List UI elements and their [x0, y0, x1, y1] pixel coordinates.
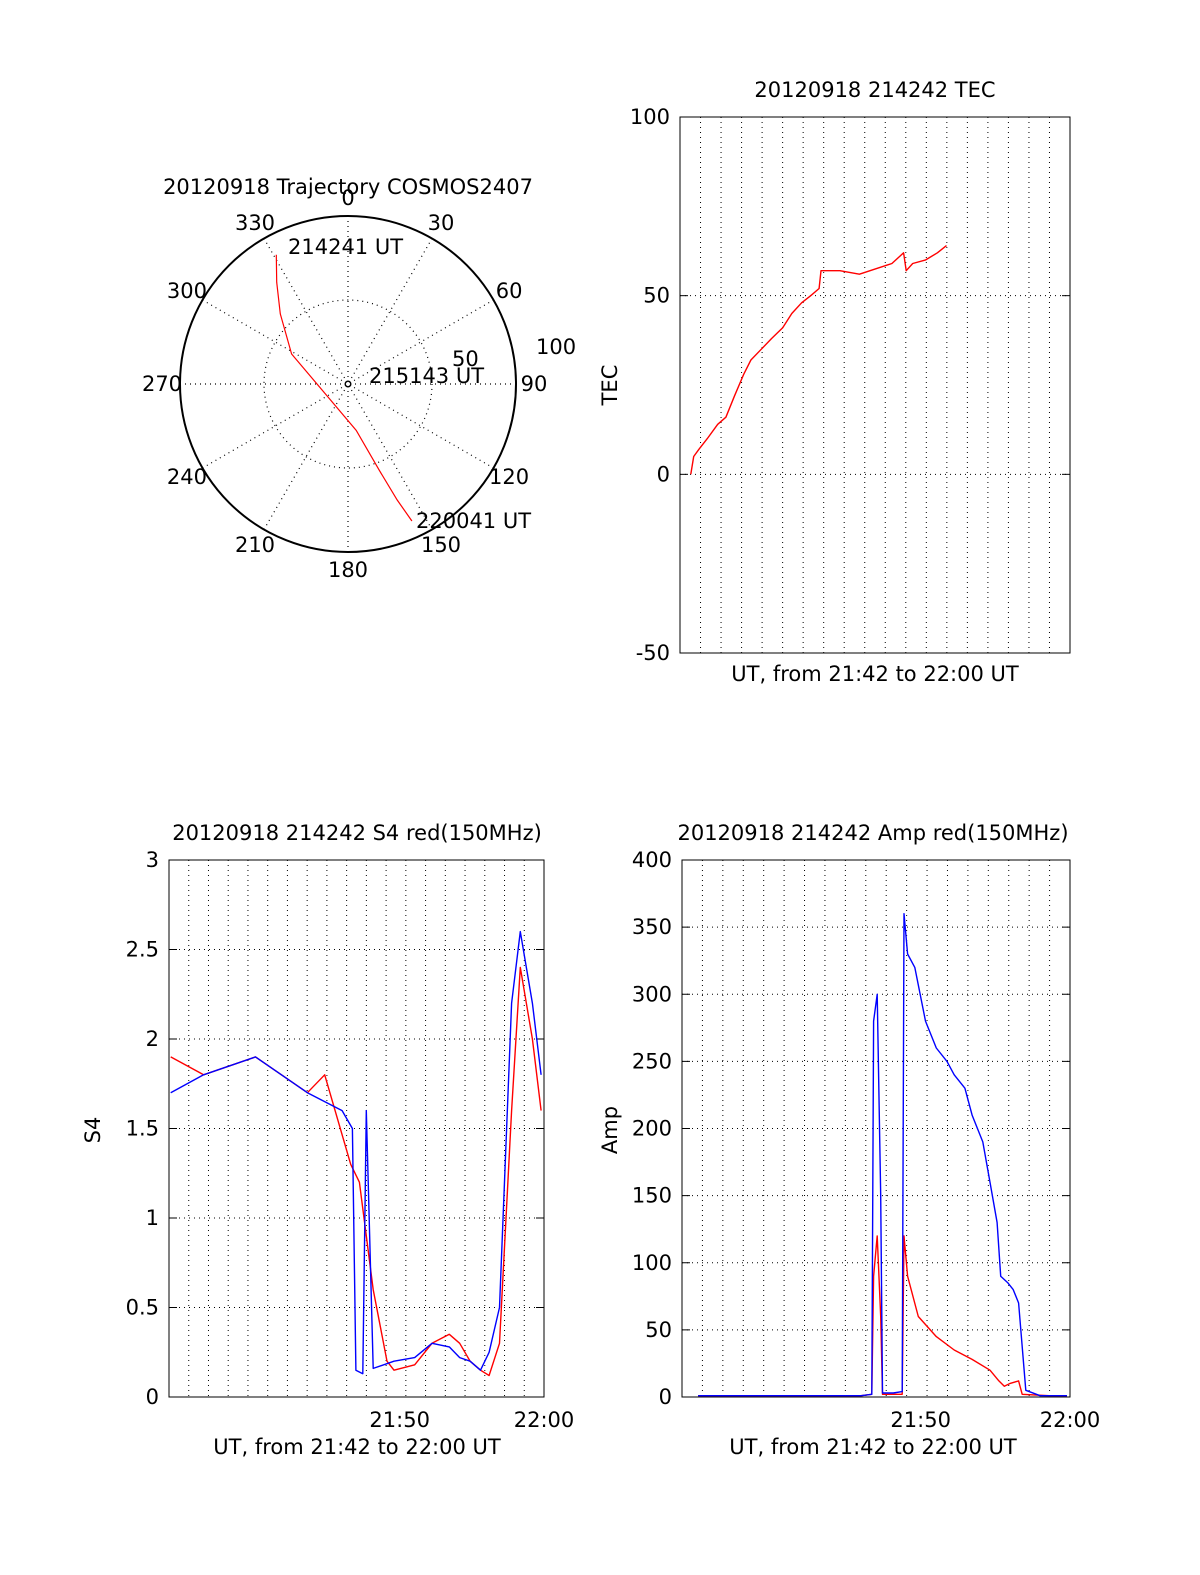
x-tick-label: 22:00 — [514, 1408, 575, 1432]
y-tick-label: 100 — [632, 1251, 672, 1275]
x-tick-label: 21:50 — [369, 1408, 430, 1432]
angle-label: 150 — [421, 533, 461, 557]
x-tick-label: 21:50 — [890, 1408, 951, 1432]
series-line-1 — [170, 966, 542, 1377]
angle-label: 300 — [167, 279, 207, 303]
amp-chart-panel: 20120918 214242 Amp red(150MHz) 0 50 100 15… — [598, 821, 1100, 1459]
tec-y-axis-label: TEC — [598, 365, 622, 407]
tec-plot-frame — [679, 116, 1071, 654]
y-tick-label: 50 — [643, 284, 670, 308]
tec-chart-title: 20120918 214242 TEC — [754, 78, 995, 102]
x-tick-label: 22:00 — [1040, 1408, 1101, 1432]
polar-spoke — [263, 238, 433, 530]
amp-series — [698, 913, 1067, 1397]
tec-x-axis-label: UT, from 21:42 to 22:00 UT — [731, 662, 1019, 686]
y-tick-label: 250 — [632, 1049, 672, 1073]
angle-label: 120 — [489, 465, 529, 489]
s4-series — [170, 930, 542, 1377]
s4-chart-title: 20120918 214242 S4 red(150MHz) — [172, 821, 542, 845]
tec-grid — [680, 117, 1070, 653]
s4-x-ticks: 21:50 22:00 — [369, 1408, 574, 1432]
polar-trajectory-panel: 20120918 Trajectory COSMOS2407 0 30 60 90 12… — [142, 175, 576, 582]
s4-grid — [169, 860, 544, 1397]
polar-spoke — [263, 238, 433, 530]
y-tick-label: 100 — [630, 105, 670, 129]
amp-plot-frame — [681, 859, 1071, 1398]
amp-y-axis-label: Amp — [598, 1106, 622, 1154]
trajectory-line — [275, 254, 413, 522]
y-tick-label: 200 — [632, 1117, 672, 1141]
angle-label: 90 — [521, 372, 548, 396]
amp-y-ticks: 0 50 100 150 200 250 300 350 400 — [632, 848, 1070, 1409]
amp-x-ticks: 21:50 22:00 — [890, 1408, 1100, 1432]
series-line-2 — [698, 913, 1067, 1397]
y-tick-label: 0 — [657, 462, 670, 486]
s4-x-axis-label: UT, from 21:42 to 22:00 UT — [213, 1435, 501, 1459]
y-tick-label: 3 — [146, 848, 159, 872]
y-tick-label: 0.5 — [126, 1296, 159, 1320]
y-tick-label: 400 — [632, 848, 672, 872]
s4-y-ticks: 0 0.5 1 1.5 2 2.5 3 — [126, 848, 544, 1409]
angle-label: 330 — [235, 211, 275, 235]
y-tick-label: 50 — [645, 1318, 672, 1342]
amp-chart-title: 20120918 214242 Amp red(150MHz) — [677, 821, 1068, 845]
time-label-start: 214241 UT — [288, 235, 403, 259]
series-line-1 — [698, 1235, 1067, 1397]
angle-label: 240 — [167, 465, 207, 489]
angle-label: 210 — [235, 533, 275, 557]
y-tick-label: 2 — [146, 1027, 159, 1051]
time-label-end: 220041 UT — [416, 509, 531, 533]
polar-chart-title: 20120918 Trajectory COSMOS2407 — [163, 175, 533, 199]
amp-x-axis-label: UT, from 21:42 to 22:00 UT — [729, 1435, 1017, 1459]
y-tick-label: 1 — [146, 1206, 159, 1230]
angle-label: 60 — [496, 279, 523, 303]
y-tick-label: 300 — [632, 982, 672, 1006]
time-label-mid: 215143 UT — [369, 364, 484, 388]
angle-label: 30 — [428, 211, 455, 235]
y-tick-label: 0 — [659, 1385, 672, 1409]
y-tick-label: 350 — [632, 915, 672, 939]
s4-chart-panel: 20120918 214242 S4 red(150MHz) 0 0.5 1 1.5 2… — [81, 821, 574, 1459]
tec-y-ticks: -50 0 50 100 — [630, 105, 1070, 665]
y-tick-label: -50 — [636, 641, 670, 665]
polar-angle-labels: 0 30 60 90 120 150 180 210 240 270 300 330 — [142, 186, 547, 582]
polar-inner-ring — [263, 299, 433, 469]
amp-grid — [682, 860, 1070, 1397]
y-tick-label: 1.5 — [126, 1117, 159, 1141]
y-tick-label: 150 — [632, 1184, 672, 1208]
polar-spoke — [202, 299, 494, 469]
tec-chart-panel: 20120918 214242 TEC -50 0 50 100 UT, from 2… — [598, 78, 1071, 686]
radial-label-100: 100 — [536, 335, 576, 359]
y-tick-label: 0 — [146, 1385, 159, 1409]
y-tick-label: 2.5 — [126, 938, 159, 962]
polar-spoke — [202, 299, 494, 469]
radial-label-50: 50 — [452, 347, 479, 371]
tec-series — [690, 245, 947, 475]
angle-label: 0 — [341, 186, 354, 210]
polar-grid — [179, 215, 517, 553]
angle-label: 270 — [142, 372, 182, 396]
series-line-2 — [170, 930, 542, 1375]
s4-plot-frame — [168, 859, 545, 1398]
series-line-1 — [690, 245, 947, 475]
s4-y-axis-label: S4 — [81, 1117, 105, 1144]
angle-label: 180 — [328, 558, 368, 582]
